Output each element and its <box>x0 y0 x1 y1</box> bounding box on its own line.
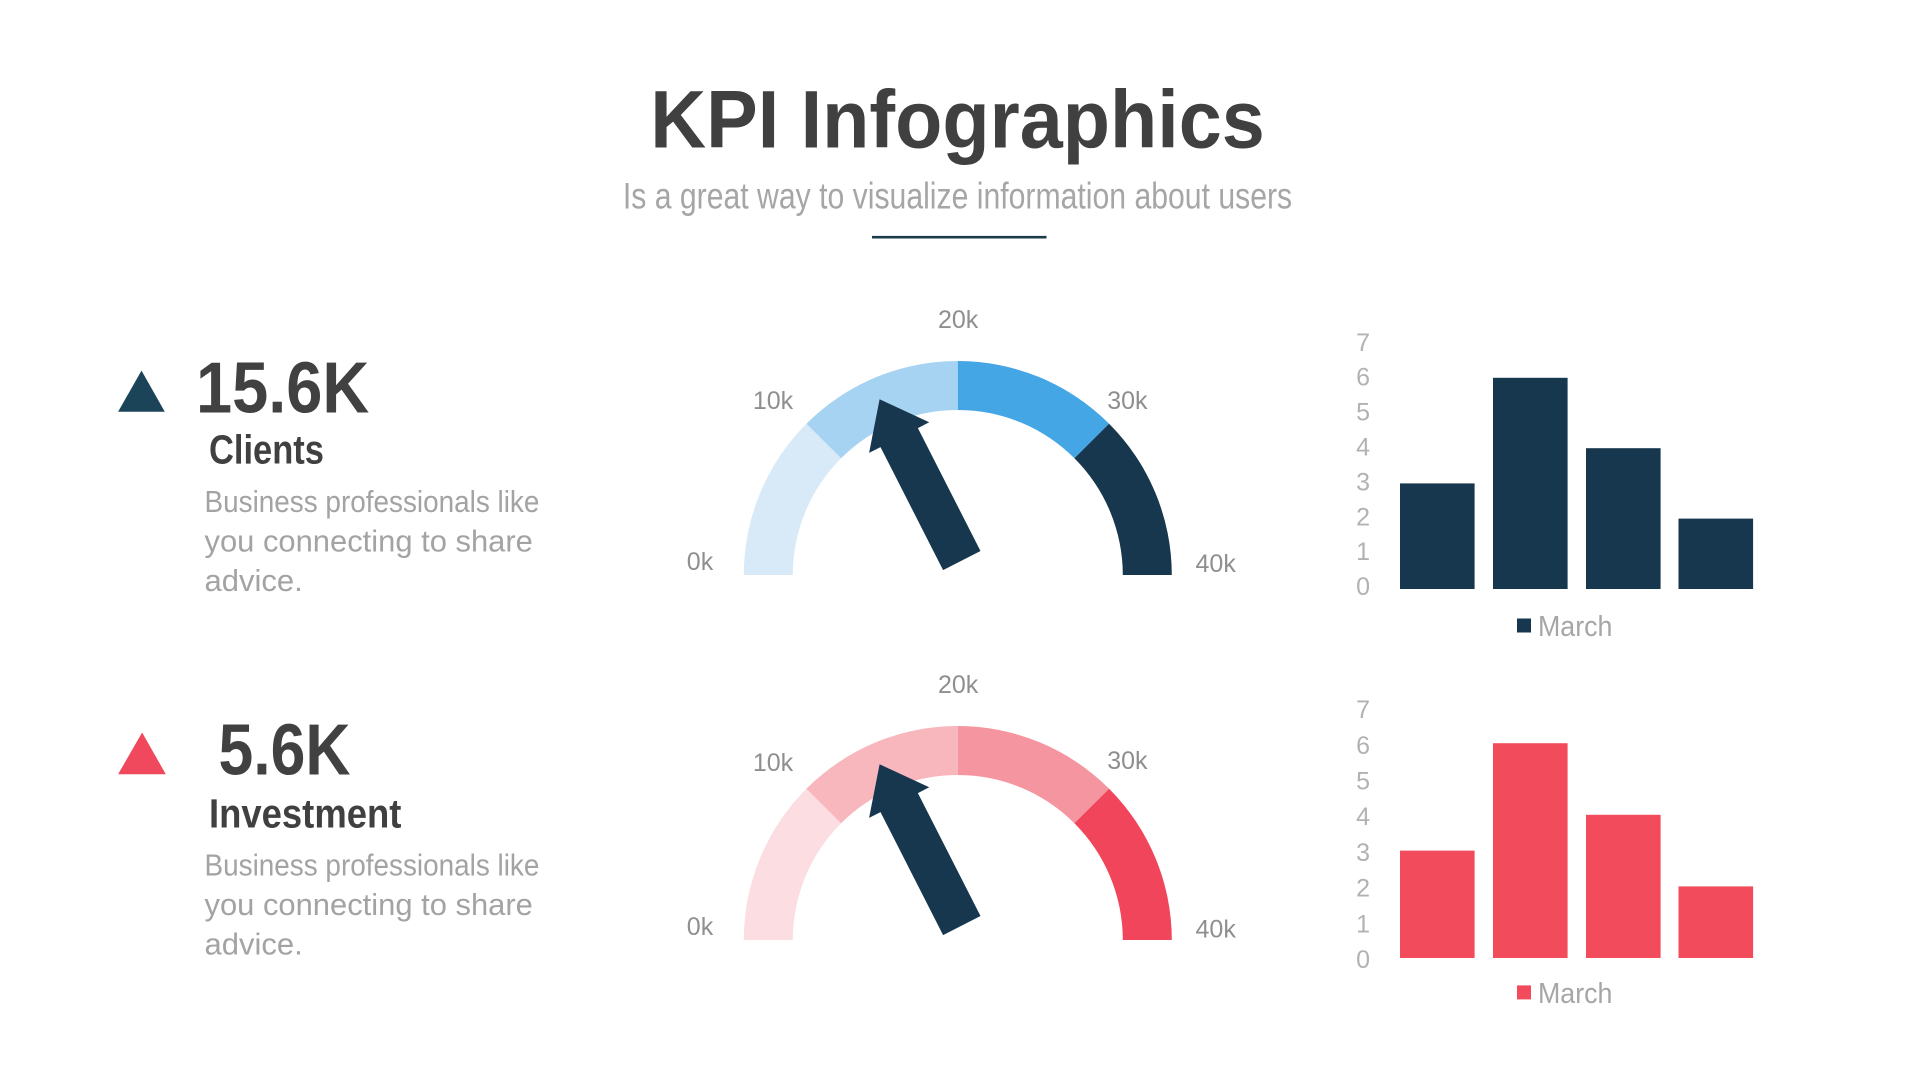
svg-text:March: March <box>1538 977 1612 1009</box>
svg-text:Clients: Clients <box>209 428 324 473</box>
svg-text:4: 4 <box>1356 434 1370 462</box>
svg-text:40k: 40k <box>1196 916 1237 944</box>
svg-text:3: 3 <box>1356 839 1370 867</box>
svg-text:10k: 10k <box>753 387 794 415</box>
svg-text:5: 5 <box>1356 768 1370 796</box>
svg-text:7: 7 <box>1356 329 1370 357</box>
svg-text:6: 6 <box>1356 364 1370 392</box>
svg-text:advice.: advice. <box>205 563 303 598</box>
svg-text:5.6K: 5.6K <box>219 711 351 791</box>
svg-text:2: 2 <box>1356 503 1370 531</box>
svg-text:5: 5 <box>1356 399 1370 427</box>
svg-text:0k: 0k <box>687 548 714 576</box>
svg-text:10k: 10k <box>753 749 794 777</box>
svg-text:3: 3 <box>1356 468 1370 496</box>
svg-text:Business professionals like: Business professionals like <box>205 848 540 883</box>
svg-text:0: 0 <box>1356 946 1370 974</box>
svg-text:30k: 30k <box>1107 747 1148 775</box>
svg-text:4: 4 <box>1356 803 1370 831</box>
svg-text:March: March <box>1538 610 1612 642</box>
svg-text:you connecting to share: you connecting to share <box>205 523 533 558</box>
svg-text:7: 7 <box>1356 696 1370 724</box>
svg-text:6: 6 <box>1356 732 1370 760</box>
svg-text:0: 0 <box>1356 573 1370 601</box>
svg-text:0k: 0k <box>687 913 714 941</box>
svg-text:20k: 20k <box>938 671 979 699</box>
svg-text:30k: 30k <box>1107 387 1148 415</box>
svg-text:Business professionals like: Business professionals like <box>205 484 540 519</box>
svg-text:you connecting to share: you connecting to share <box>205 887 533 922</box>
svg-text:20k: 20k <box>938 306 979 334</box>
svg-text:15.6K: 15.6K <box>196 347 369 428</box>
svg-text:KPI Infographics: KPI Infographics <box>650 74 1264 165</box>
svg-text:Investment: Investment <box>209 792 401 837</box>
svg-text:2: 2 <box>1356 875 1370 903</box>
svg-text:40k: 40k <box>1196 550 1237 578</box>
svg-text:1: 1 <box>1356 538 1370 566</box>
svg-text:Is a great way to visualize in: Is a great way to visualize information … <box>623 176 1292 218</box>
svg-text:1: 1 <box>1356 910 1370 938</box>
svg-text:advice.: advice. <box>205 926 303 961</box>
